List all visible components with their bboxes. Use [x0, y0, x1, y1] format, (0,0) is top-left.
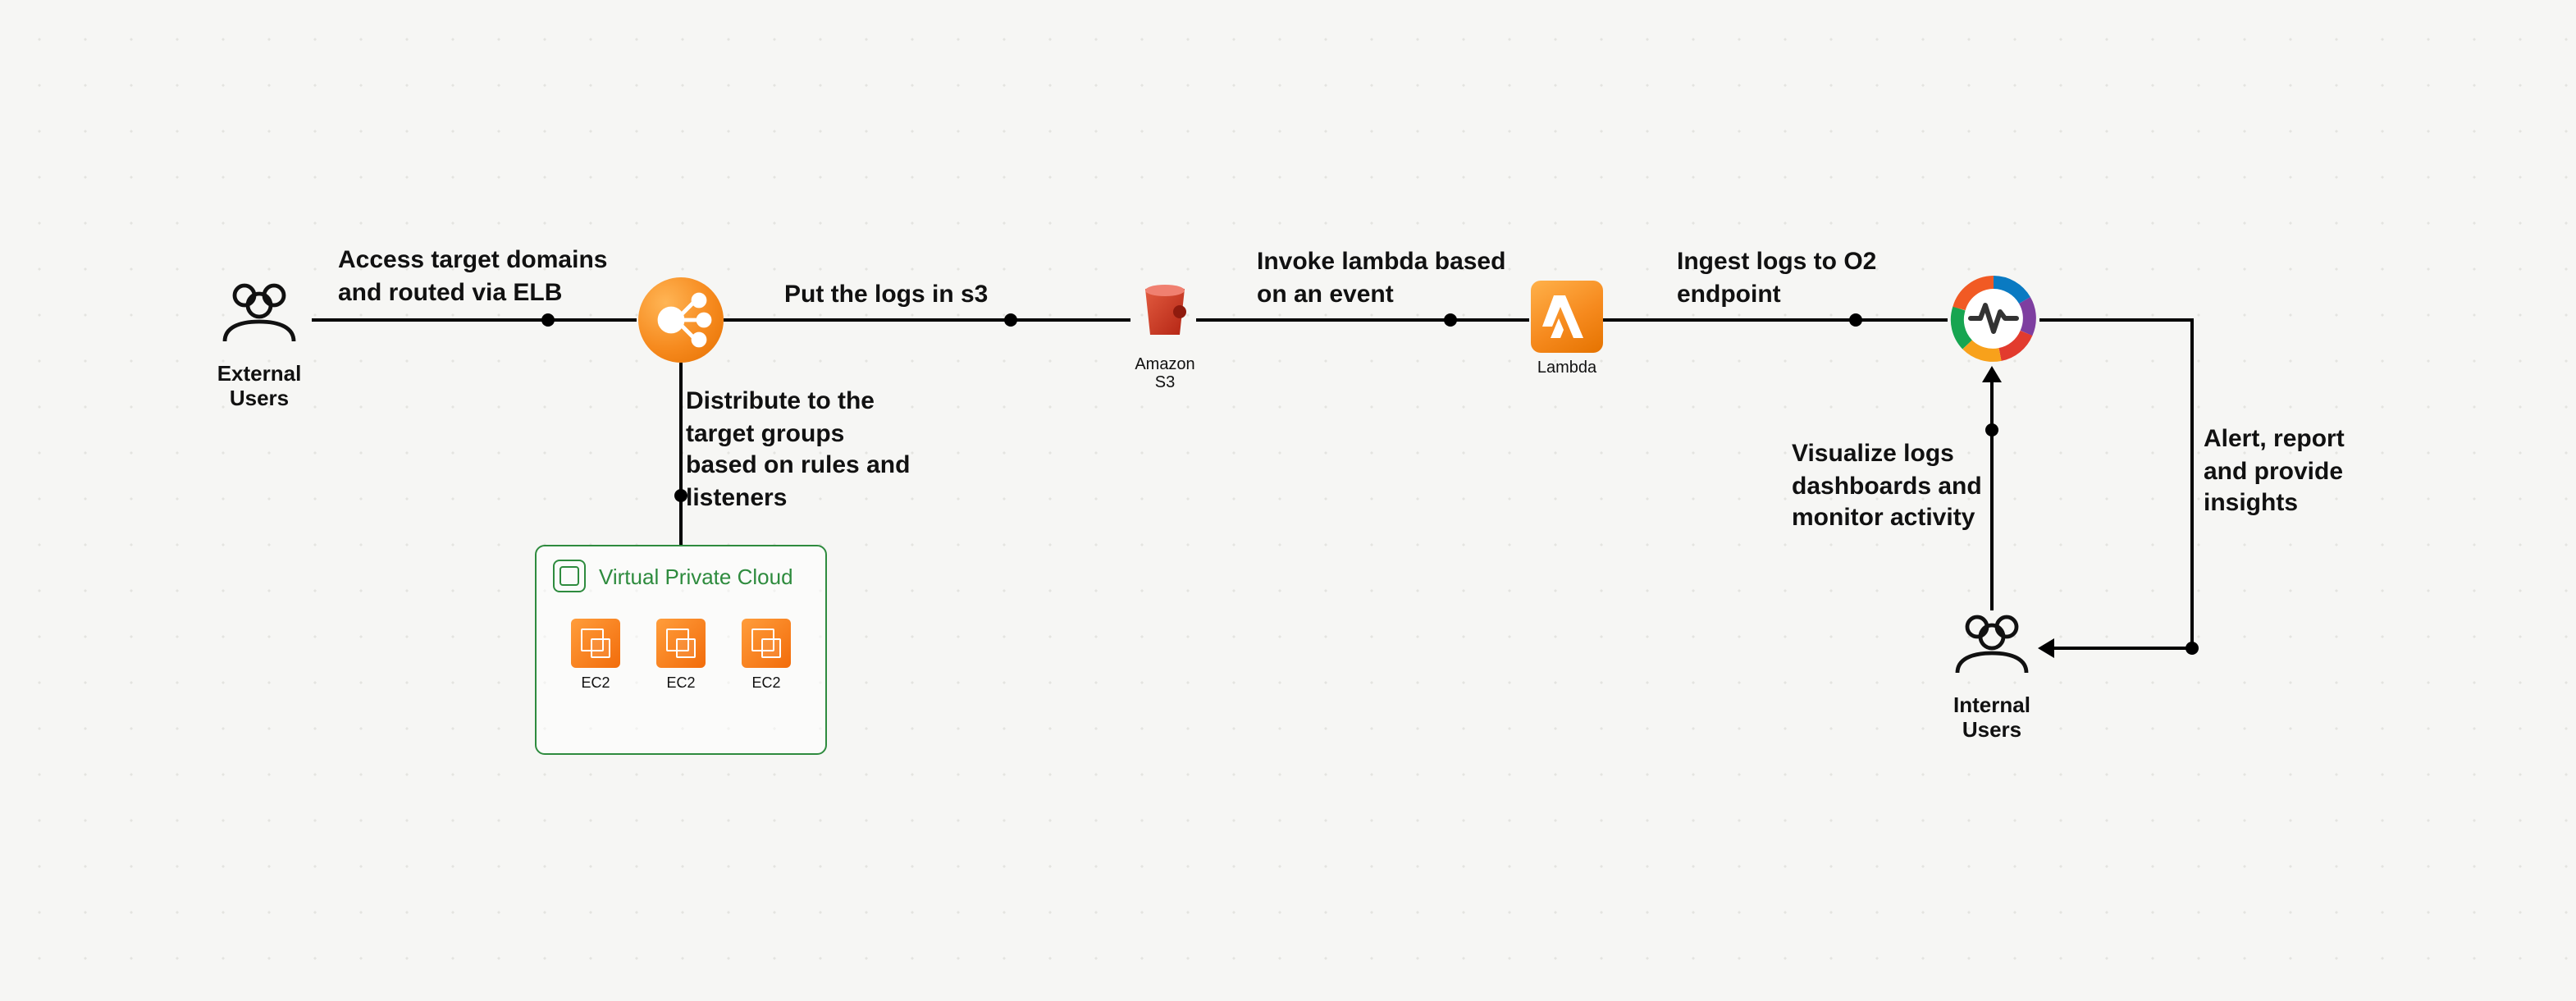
openobserve-icon [1948, 272, 2039, 364]
ec2-label: EC2 [656, 674, 706, 691]
edge-s3-lambda [1196, 318, 1529, 322]
ec2-icon [742, 619, 791, 668]
vpc-title: Virtual Private Cloud [599, 564, 793, 588]
ec2-instance: EC2 [571, 619, 620, 691]
edge-endpoint [541, 313, 555, 327]
edge-label: Visualize logs dashboards and monitor ac… [1792, 438, 2005, 534]
edge-label: Distribute to the target groups based on… [686, 386, 916, 514]
s3-icon [1132, 282, 1198, 341]
node-o2 [1948, 272, 2039, 373]
edge-endpoint [1444, 313, 1457, 327]
ec2-instance: EC2 [742, 619, 791, 691]
node-lambda: Lambda [1531, 281, 1603, 377]
vpc-icon [553, 560, 586, 592]
edge-endpoint [1985, 423, 1998, 437]
node-label: Amazon S3 [1132, 356, 1198, 392]
edge-elb-vpc [679, 363, 683, 545]
lambda-icon [1531, 281, 1603, 353]
edge-elb-s3 [724, 318, 1130, 322]
edge-label: Invoke lambda based on an event [1257, 246, 1519, 310]
edge-label: Alert, report and provide insights [2204, 423, 2368, 519]
ec2-icon [656, 619, 706, 668]
node-label: Internal Users [1943, 692, 2041, 742]
edge-endpoint [1849, 313, 1862, 327]
edge-users-elb [312, 318, 637, 322]
users-icon [215, 279, 304, 345]
vpc-container: Virtual Private Cloud EC2 EC2 EC2 [535, 545, 827, 755]
node-external-users: External Users [210, 279, 308, 410]
edge-label: Access target domains and routed via ELB [338, 245, 617, 309]
edge-right-down [2190, 318, 2194, 648]
users-icon [1948, 610, 2036, 676]
edge-down-left [2054, 647, 2192, 650]
ec2-icon [571, 619, 620, 668]
ec2-label: EC2 [571, 674, 620, 691]
ec2-instance: EC2 [656, 619, 706, 691]
node-s3: Amazon S3 [1132, 282, 1198, 392]
ec2-label: EC2 [742, 674, 791, 691]
node-internal-users: Internal Users [1943, 610, 2041, 742]
architecture-diagram: External Users Amazon S3 [0, 0, 2576, 1001]
node-label: External Users [210, 361, 308, 410]
node-label: Lambda [1531, 359, 1603, 377]
elb-icon [638, 277, 724, 363]
edge-label: Put the logs in s3 [784, 279, 1030, 311]
vpc-body: EC2 EC2 EC2 [537, 606, 825, 714]
node-elb [638, 277, 724, 363]
edge-lambda-o2 [1603, 318, 1948, 322]
vpc-header: Virtual Private Cloud [537, 546, 825, 606]
edge-label: Ingest logs to O2 endpoint [1677, 246, 1907, 310]
edge-o2-right [2039, 318, 2194, 322]
edge-endpoint [1004, 313, 1017, 327]
